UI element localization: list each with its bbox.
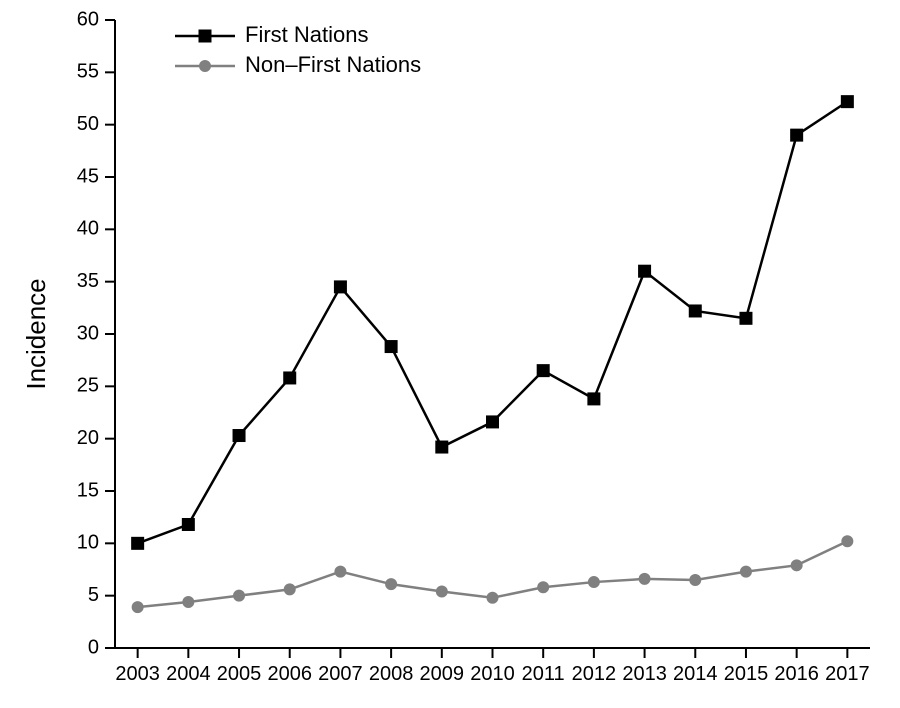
data-marker (841, 96, 853, 108)
data-marker (689, 305, 701, 317)
data-marker (791, 560, 802, 571)
y-tick-label: 45 (77, 165, 99, 187)
x-tick-label: 2013 (622, 663, 667, 685)
y-tick-label: 10 (77, 532, 99, 554)
y-tick-label: 0 (88, 636, 99, 658)
data-marker (791, 129, 803, 141)
y-tick-label: 40 (77, 218, 99, 240)
legend-label: Non–First Nations (245, 52, 421, 77)
data-marker (334, 281, 346, 293)
data-marker (183, 596, 194, 607)
data-marker (385, 341, 397, 353)
data-marker (436, 441, 448, 453)
x-tick-label: 2017 (825, 663, 870, 685)
data-marker (335, 566, 346, 577)
x-tick-label: 2015 (724, 663, 769, 685)
y-tick-label: 55 (77, 61, 99, 83)
legend-marker (200, 61, 211, 72)
y-tick-label: 15 (77, 479, 99, 501)
y-tick-label: 50 (77, 113, 99, 135)
data-marker (537, 365, 549, 377)
data-marker (842, 536, 853, 547)
data-marker (386, 579, 397, 590)
data-marker (538, 582, 549, 593)
legend-marker (199, 30, 211, 42)
x-tick-label: 2006 (267, 663, 312, 685)
y-tick-label: 60 (77, 8, 99, 30)
y-tick-label: 35 (77, 270, 99, 292)
incidence-line-chart: 0 5 10 15 20 25 30 35 40 45 50 55 60 Incidence 2003 200… (0, 0, 900, 708)
data-marker (740, 312, 752, 324)
data-marker (436, 586, 447, 597)
x-tick-label: 2016 (774, 663, 819, 685)
data-marker (132, 537, 144, 549)
data-marker (284, 372, 296, 384)
x-tick-label: 2009 (420, 663, 465, 685)
data-marker (233, 430, 245, 442)
x-tick-label: 2012 (572, 663, 617, 685)
data-marker (182, 518, 194, 530)
data-marker (639, 573, 650, 584)
y-tick-label: 30 (77, 322, 99, 344)
x-tick-label: 2011 (522, 663, 565, 685)
data-marker (284, 584, 295, 595)
x-tick-label: 2005 (217, 663, 262, 685)
data-marker (234, 590, 245, 601)
data-marker (740, 566, 751, 577)
x-tick-label: 2010 (470, 663, 515, 685)
data-marker (588, 393, 600, 405)
y-tick-label: 5 (88, 584, 99, 606)
data-marker (487, 416, 499, 428)
data-marker (588, 577, 599, 588)
x-tick-label: 2003 (115, 663, 160, 685)
x-tick-label: 2014 (673, 663, 718, 685)
legend-label: First Nations (245, 22, 368, 47)
x-tick-label: 2004 (166, 663, 211, 685)
data-marker (132, 602, 143, 613)
y-tick-label: 25 (77, 375, 99, 397)
data-marker (639, 265, 651, 277)
data-marker (690, 574, 701, 585)
data-marker (487, 592, 498, 603)
y-axis-title: Incidence (21, 278, 51, 389)
x-tick-label: 2008 (369, 663, 414, 685)
chart-container: 0 5 10 15 20 25 30 35 40 45 50 55 60 Incidence 2003 200… (0, 0, 900, 708)
x-tick-label: 2007 (318, 663, 363, 685)
y-tick-label: 20 (77, 427, 99, 449)
